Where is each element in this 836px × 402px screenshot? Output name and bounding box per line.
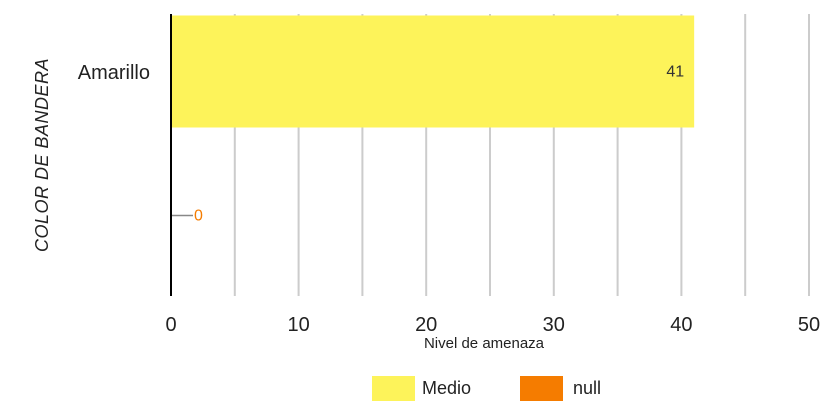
x-axis-title: Nivel de amenaza (424, 335, 545, 352)
x-tick-labels: 0 10 20 30 40 50 (165, 314, 820, 336)
data-labels: 41 0 (194, 64, 684, 225)
y-axis-title: COLOR DE BANDERA (32, 58, 52, 252)
legend-swatch (372, 376, 415, 401)
legend: Medio null (372, 376, 601, 401)
x-tick-label: 50 (798, 314, 820, 336)
bars (171, 15, 695, 217)
data-label: 0 (194, 208, 203, 225)
bar (171, 15, 695, 128)
x-tick-label: 20 (415, 314, 437, 336)
x-tick-label: 10 (287, 314, 309, 336)
data-label: 41 (666, 64, 684, 81)
x-tick-label: 40 (670, 314, 692, 336)
legend-swatch (520, 376, 563, 401)
legend-label: null (573, 378, 601, 398)
category-label: Amarillo (78, 62, 150, 84)
legend-label: Medio (422, 378, 471, 398)
x-tick-label: 30 (543, 314, 565, 336)
x-tick-label: 0 (165, 314, 176, 336)
category-labels: Amarillo (78, 62, 150, 84)
